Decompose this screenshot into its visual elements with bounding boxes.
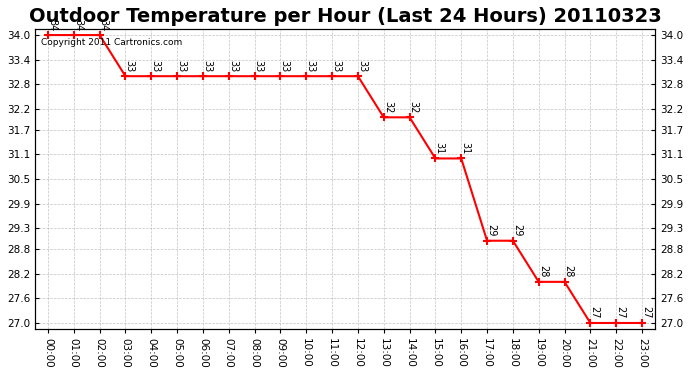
Text: 34: 34 (99, 19, 109, 31)
Text: 33: 33 (228, 60, 238, 72)
Text: 33: 33 (176, 60, 186, 72)
Text: 28: 28 (538, 265, 548, 278)
Text: 31: 31 (435, 142, 444, 154)
Text: 27: 27 (589, 306, 600, 319)
Text: 31: 31 (460, 142, 471, 154)
Text: 33: 33 (306, 60, 315, 72)
Text: 34: 34 (73, 19, 83, 31)
Text: 29: 29 (512, 224, 522, 237)
Text: 33: 33 (331, 60, 342, 72)
Text: 27: 27 (641, 306, 651, 319)
Text: 33: 33 (202, 60, 212, 72)
Text: 33: 33 (357, 60, 367, 72)
Text: 27: 27 (615, 306, 625, 319)
Text: 33: 33 (279, 60, 290, 72)
Title: Outdoor Temperature per Hour (Last 24 Hours) 20110323: Outdoor Temperature per Hour (Last 24 Ho… (28, 7, 662, 26)
Text: 33: 33 (150, 60, 161, 72)
Text: Copyright 2011 Cartronics.com: Copyright 2011 Cartronics.com (41, 38, 182, 47)
Text: 33: 33 (254, 60, 264, 72)
Text: 29: 29 (486, 224, 496, 237)
Text: 28: 28 (564, 265, 573, 278)
Text: 34: 34 (47, 19, 57, 31)
Text: 33: 33 (125, 60, 135, 72)
Text: 32: 32 (408, 101, 419, 113)
Text: 32: 32 (383, 101, 393, 113)
